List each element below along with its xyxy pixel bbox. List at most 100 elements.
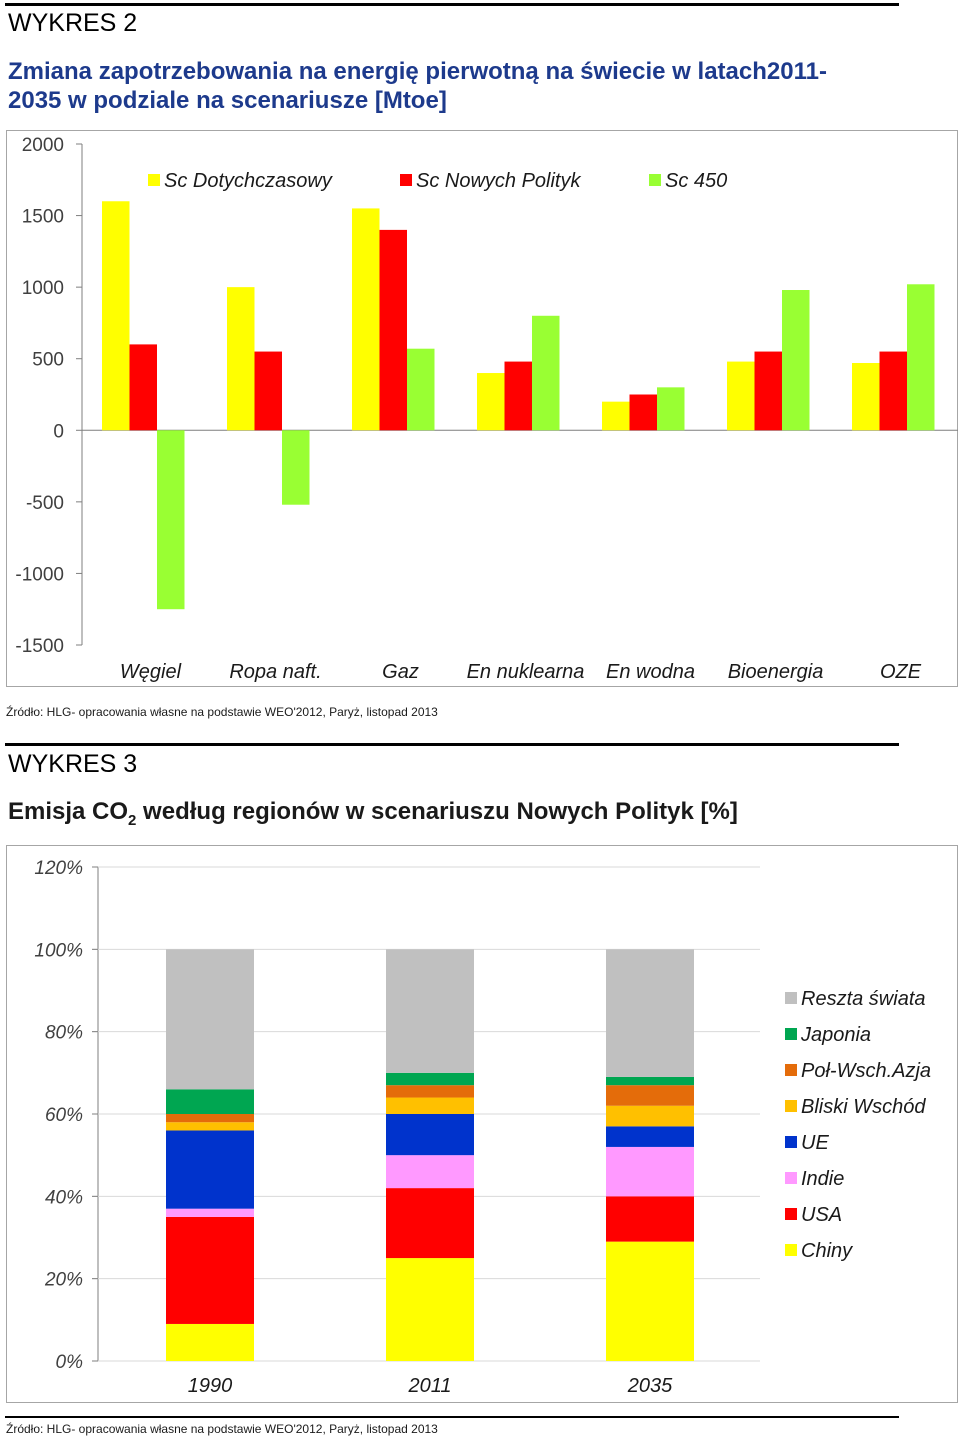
- chart1-svg: 2000 1500 1000 500 0 -500 -1000 -1500 Węgiel Ropa…: [15, 135, 958, 683]
- top-rule: [5, 3, 899, 6]
- chart2-title-main: Emisja CO: [8, 798, 129, 825]
- chart1-title-line2: 2035 w podziale na scenariusze [Mtoe]: [8, 87, 447, 114]
- chart1-legend-label: Sc 450: [665, 170, 727, 192]
- chart1-bar: [657, 387, 685, 431]
- chart1-bar: [379, 229, 407, 431]
- chart2-bar-segment: [166, 949, 254, 1090]
- chart2-legend-swatch: [785, 1136, 797, 1148]
- chart2-frame: [6, 845, 958, 1403]
- chart1-bar: [532, 315, 560, 431]
- chart1-bar: [352, 208, 380, 431]
- chart2-source: Źródło: HLG- opracowania własne na podst…: [6, 1422, 438, 1436]
- chart1-x-tick-label: Ropa naft.: [229, 661, 321, 683]
- chart2-legend-swatch: [785, 1064, 797, 1076]
- chart2-bar-segment: [386, 1114, 474, 1156]
- chart1-x-tick-label: Węgiel: [120, 661, 182, 683]
- section-rule: [5, 743, 899, 746]
- chart1-bar: [727, 361, 755, 431]
- chart2-bar-segment: [606, 1126, 694, 1147]
- chart2-title-rest: według regionów w scenariuszu Nowych Pol…: [136, 798, 738, 825]
- chart2-legend-label: Chiny: [801, 1240, 853, 1262]
- chart2-legend-swatch: [785, 1028, 797, 1040]
- chart2-legend-swatch: [785, 1172, 797, 1184]
- chart1-bar: [879, 351, 907, 431]
- chart2-bar-segment: [166, 1114, 254, 1123]
- chart2-bar-segment: [606, 1196, 694, 1242]
- chart1-x-tick-label: Gaz: [382, 661, 419, 683]
- chart2-bar-segment: [166, 1216, 254, 1324]
- chart1-source: Źródło: HLG- opracowania własne na podst…: [6, 705, 438, 719]
- bottom-rule: [5, 1416, 899, 1418]
- chart2-bar-segment: [166, 1323, 254, 1361]
- chart2-bar-segment: [606, 1105, 694, 1127]
- chart1-bar: [754, 351, 782, 431]
- chart2-bar-segment: [386, 1085, 474, 1098]
- chart1-y-tick-label: 1000: [22, 278, 64, 299]
- chart2-bar-segment: [166, 1089, 254, 1114]
- chart2-bar-segment: [386, 1188, 474, 1259]
- chart1-x-tick-label: OZE: [880, 661, 922, 683]
- chart2-x-tick-label: 1990: [188, 1375, 233, 1397]
- chart1-legend-swatch: [400, 174, 412, 186]
- chart2-legend-label: Bliski Wschód: [801, 1096, 926, 1118]
- chart1-bar: [504, 361, 532, 431]
- chart2-y-tick-label: 0%: [56, 1352, 84, 1373]
- chart1-y-tick-label: 0: [53, 421, 64, 442]
- chart1-bar: [907, 284, 935, 431]
- chart2-y-tick-label: 100%: [34, 940, 83, 961]
- chart2-bar-segment: [166, 1130, 254, 1209]
- chart1-bar: [129, 344, 157, 431]
- chart1-y-tick-label: 500: [32, 350, 64, 371]
- chart2-x-tick-label: 2035: [627, 1375, 673, 1397]
- chart1-title-line1: Zmiana zapotrzebowania na energię pierwo…: [8, 58, 827, 85]
- chart2-legend-label: Japonia: [800, 1024, 871, 1046]
- chart2-y-tick-label: 80%: [45, 1023, 83, 1044]
- chart1-y-tick-label: -500: [26, 493, 64, 514]
- chart1-legend-label: Sc Nowych Polityk: [416, 170, 581, 192]
- chart2-bar-segment: [386, 949, 474, 1073]
- chart2-legend-swatch: [785, 1208, 797, 1220]
- chart2-title-subscript: 2: [128, 811, 137, 829]
- chart2-bar-segment: [166, 1122, 254, 1131]
- chart1-y-tick-label: -1000: [15, 564, 64, 585]
- chart2-legend-swatch: [785, 1244, 797, 1256]
- chart2-bar-segment: [386, 1258, 474, 1361]
- chart2-y-tick-label: 20%: [44, 1270, 83, 1291]
- chart2-legend-swatch: [785, 992, 797, 1004]
- chart2-legend-label: Reszta świata: [801, 988, 926, 1010]
- chart1-x-tick-label: En nuklearna: [467, 661, 585, 683]
- chart1-bar: [782, 290, 810, 431]
- chart2-bar-segment: [166, 1208, 254, 1217]
- chart1-y-tick-label: -1500: [15, 636, 64, 657]
- chart2-header: WYKRES 3: [8, 750, 138, 778]
- chart2-y-tick-label: 60%: [45, 1105, 83, 1126]
- chart1-bar: [852, 363, 880, 431]
- chart2-bar-segment: [606, 1085, 694, 1106]
- chart2-y-tick-label: 40%: [45, 1187, 83, 1208]
- chart1-y-tick-label: 1500: [22, 207, 64, 228]
- chart1-x-tick-label: En wodna: [606, 661, 695, 683]
- chart1-x-tick-label: Bioenergia: [728, 661, 824, 683]
- chart1-legend-label: Sc Dotychczasowy: [164, 170, 333, 192]
- chart1-bar: [157, 430, 185, 610]
- chart2-bar-segment: [386, 1072, 474, 1086]
- chart2-bar-segment: [386, 1097, 474, 1114]
- chart2-legend-label: USA: [801, 1204, 842, 1226]
- chart2-x-tick-label: 2011: [407, 1375, 451, 1397]
- chart2-bar-segment: [386, 1155, 474, 1189]
- chart1-bar: [102, 201, 130, 431]
- chart1-y-tick-label: 2000: [22, 135, 64, 156]
- chart2-legend-swatch: [785, 1100, 797, 1112]
- chart1-legend-swatch: [649, 174, 661, 186]
- chart1-bar: [282, 430, 310, 505]
- chart1-bar: [407, 348, 435, 431]
- chart2-bar-segment: [606, 1076, 694, 1086]
- chart1-bar: [477, 373, 505, 431]
- chart1-bar: [254, 351, 282, 431]
- chart2-legend-label: Indie: [801, 1168, 844, 1190]
- chart2-legend-label: Poł-Wsch.Azja: [801, 1060, 931, 1082]
- chart1-legend-swatch: [148, 174, 160, 186]
- chart1-header: WYKRES 2: [8, 9, 138, 37]
- chart1-bar: [227, 287, 255, 431]
